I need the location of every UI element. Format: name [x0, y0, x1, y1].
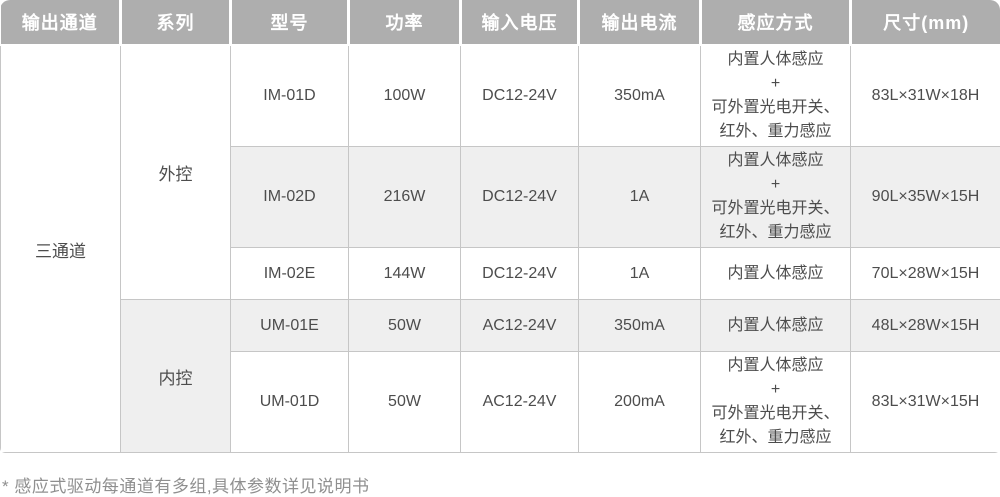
dimensions-cell: 48L×28W×15H: [851, 300, 1000, 352]
col-header-sensing-mode: 感应方式: [701, 0, 851, 45]
model-cell: IM-01D: [231, 45, 349, 147]
col-header-series: 系列: [121, 0, 231, 45]
output-current-cell: 1A: [579, 147, 701, 248]
sensing-cell: 内置人体感应 + 可外置光电开关、 红外、重力感应: [701, 45, 851, 147]
series-group-cell-internal: 内控: [121, 300, 231, 453]
model-cell: UM-01E: [231, 300, 349, 352]
col-header-output-channels: 输出通道: [1, 0, 121, 45]
power-cell: 100W: [349, 45, 461, 147]
sensing-cell: 内置人体感应: [701, 300, 851, 352]
spec-page: 输出通道 系列 型号 功率 输入电压 输出电流 感应方式 尺寸(mm) 三通道 …: [0, 0, 1000, 480]
channel-group-cell: 三通道: [1, 45, 121, 453]
power-cell: 50W: [349, 300, 461, 352]
sensing-cell: 内置人体感应 + 可外置光电开关、 红外、重力感应: [701, 147, 851, 248]
footnote: * 感应式驱动每通道有多组,具体参数详见说明书: [2, 472, 1000, 497]
col-header-power: 功率: [349, 0, 461, 45]
input-voltage-cell: AC12-24V: [461, 352, 579, 453]
power-cell: 50W: [349, 352, 461, 453]
output-current-cell: 350mA: [579, 45, 701, 147]
product-spec-table: 输出通道 系列 型号 功率 输入电压 输出电流 感应方式 尺寸(mm) 三通道 …: [0, 0, 1000, 453]
model-cell: IM-02E: [231, 248, 349, 300]
power-cell: 144W: [349, 248, 461, 300]
table-row: 内控 UM-01E 50W AC12-24V 350mA 内置人体感应 48L×…: [1, 300, 1000, 352]
model-cell: UM-01D: [231, 352, 349, 453]
spec-table: 输出通道 系列 型号 功率 输入电压 输出电流 感应方式 尺寸(mm) 三通道 …: [0, 0, 1000, 453]
col-header-output-current: 输出电流: [579, 0, 701, 45]
col-header-input-voltage: 输入电压: [461, 0, 579, 45]
col-header-dimensions: 尺寸(mm): [851, 0, 1000, 45]
model-cell: IM-02D: [231, 147, 349, 248]
col-header-model: 型号: [231, 0, 349, 45]
table-row: 三通道 外控 IM-01D 100W DC12-24V 350mA 内置人体感应…: [1, 45, 1000, 147]
sensing-cell: 内置人体感应: [701, 248, 851, 300]
series-group-cell-external: 外控: [121, 45, 231, 300]
output-current-cell: 200mA: [579, 352, 701, 453]
header-row: 输出通道 系列 型号 功率 输入电压 输出电流 感应方式 尺寸(mm): [1, 0, 1000, 45]
output-current-cell: 350mA: [579, 300, 701, 352]
sensing-cell: 内置人体感应 + 可外置光电开关、 红外、重力感应: [701, 352, 851, 453]
dimensions-cell: 83L×31W×18H: [851, 45, 1000, 147]
dimensions-cell: 83L×31W×15H: [851, 352, 1000, 453]
input-voltage-cell: AC12-24V: [461, 300, 579, 352]
input-voltage-cell: DC12-24V: [461, 248, 579, 300]
dimensions-cell: 70L×28W×15H: [851, 248, 1000, 300]
dimensions-cell: 90L×35W×15H: [851, 147, 1000, 248]
input-voltage-cell: DC12-24V: [461, 147, 579, 248]
power-cell: 216W: [349, 147, 461, 248]
input-voltage-cell: DC12-24V: [461, 45, 579, 147]
output-current-cell: 1A: [579, 248, 701, 300]
